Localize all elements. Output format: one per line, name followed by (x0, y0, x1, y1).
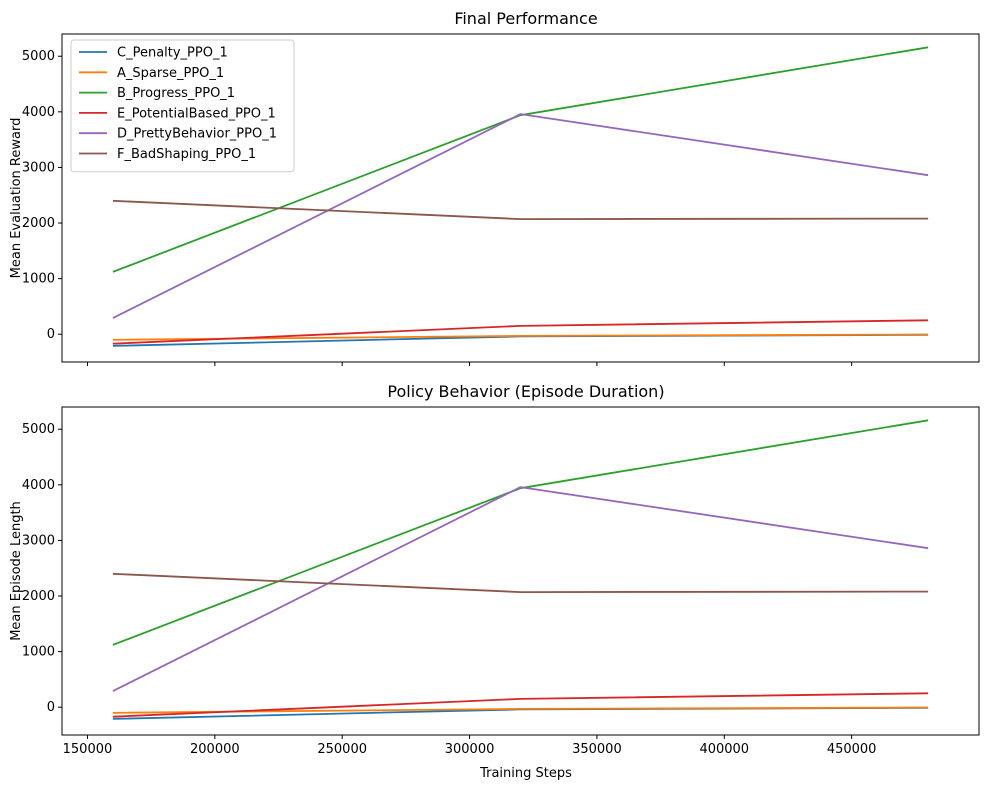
y-tick-label: 2000 (22, 216, 55, 231)
axes-layer: 0 1000 2000 3000 4000 5000 (22, 33, 980, 366)
y-tick-label: 4000 (22, 105, 55, 120)
axes-layer: 0 1000 2000 3000 4000 5000 150000 200000 250000 3… (22, 406, 980, 757)
x-tick-label: 150000 (63, 742, 113, 757)
series-line-e-potentialbased-ppo-1 (112, 319, 929, 345)
chart-title: Final Performance (454, 9, 597, 28)
x-tick-label: 450000 (827, 742, 877, 757)
series-line-f-badshaping-ppo-1 (112, 572, 929, 593)
series-line-e-potentialbased-ppo-1 (112, 692, 929, 718)
x-tick-label: 200000 (190, 742, 240, 757)
legend-label: C_Penalty_PPO_1 (117, 46, 228, 61)
y-tick-label: 1000 (22, 645, 55, 660)
y-tick-label: 2000 (22, 589, 55, 604)
performance-chart: Final Performance Mean Evaluation Reward… (9, 9, 980, 366)
series-layer (112, 419, 929, 720)
legend-box (70, 39, 295, 173)
series-line-d-prettybehavior-ppo-1 (112, 486, 929, 692)
series-line-b-progress-ppo-1 (112, 419, 929, 646)
series-line-f-badshaping-ppo-1 (112, 199, 929, 221)
series-line-d-prettybehavior-ppo-1 (112, 113, 929, 319)
x-tick-label: 250000 (317, 742, 367, 757)
y-tick-label: 3000 (22, 533, 55, 548)
y-tick-label: 1000 (22, 272, 55, 287)
legend-label: D_PrettyBehavior_PPO_1 (117, 127, 277, 142)
series-layer (112, 46, 929, 347)
y-tick-label: 5000 (22, 49, 55, 64)
y-axis-label: Mean Evaluation Reward (9, 118, 24, 279)
y-tick-label: 0 (47, 700, 55, 715)
x-tick-label: 400000 (699, 742, 749, 757)
plot-frame (61, 406, 980, 736)
series-line-b-progress-ppo-1 (112, 46, 929, 273)
y-tick-label: 0 (47, 327, 55, 342)
legend-label: E_PotentialBased_PPO_1 (117, 106, 276, 121)
episode-duration-chart: Policy Behavior (Episode Duration) Mean … (9, 382, 980, 781)
y-tick-label: 3000 (22, 160, 55, 175)
x-tick-label: 300000 (445, 742, 495, 757)
legend-label: B_Progress_PPO_1 (117, 86, 235, 101)
x-axis-label: Training Steps (479, 766, 572, 781)
y-tick-label: 4000 (22, 478, 55, 493)
y-tick-label: 5000 (22, 422, 55, 437)
plot-frame (61, 33, 980, 363)
legend-label: F_BadShaping_PPO_1 (117, 147, 256, 162)
legend: C_Penalty_PPO_1 A_Sparse_PPO_1 B_Progress_… (70, 39, 295, 173)
x-tick-label: 350000 (572, 742, 622, 757)
legend-label: A_Sparse_PPO_1 (117, 66, 224, 81)
y-axis-label: Mean Episode Length (9, 501, 24, 641)
chart-title: Policy Behavior (Episode Duration) (387, 382, 664, 401)
